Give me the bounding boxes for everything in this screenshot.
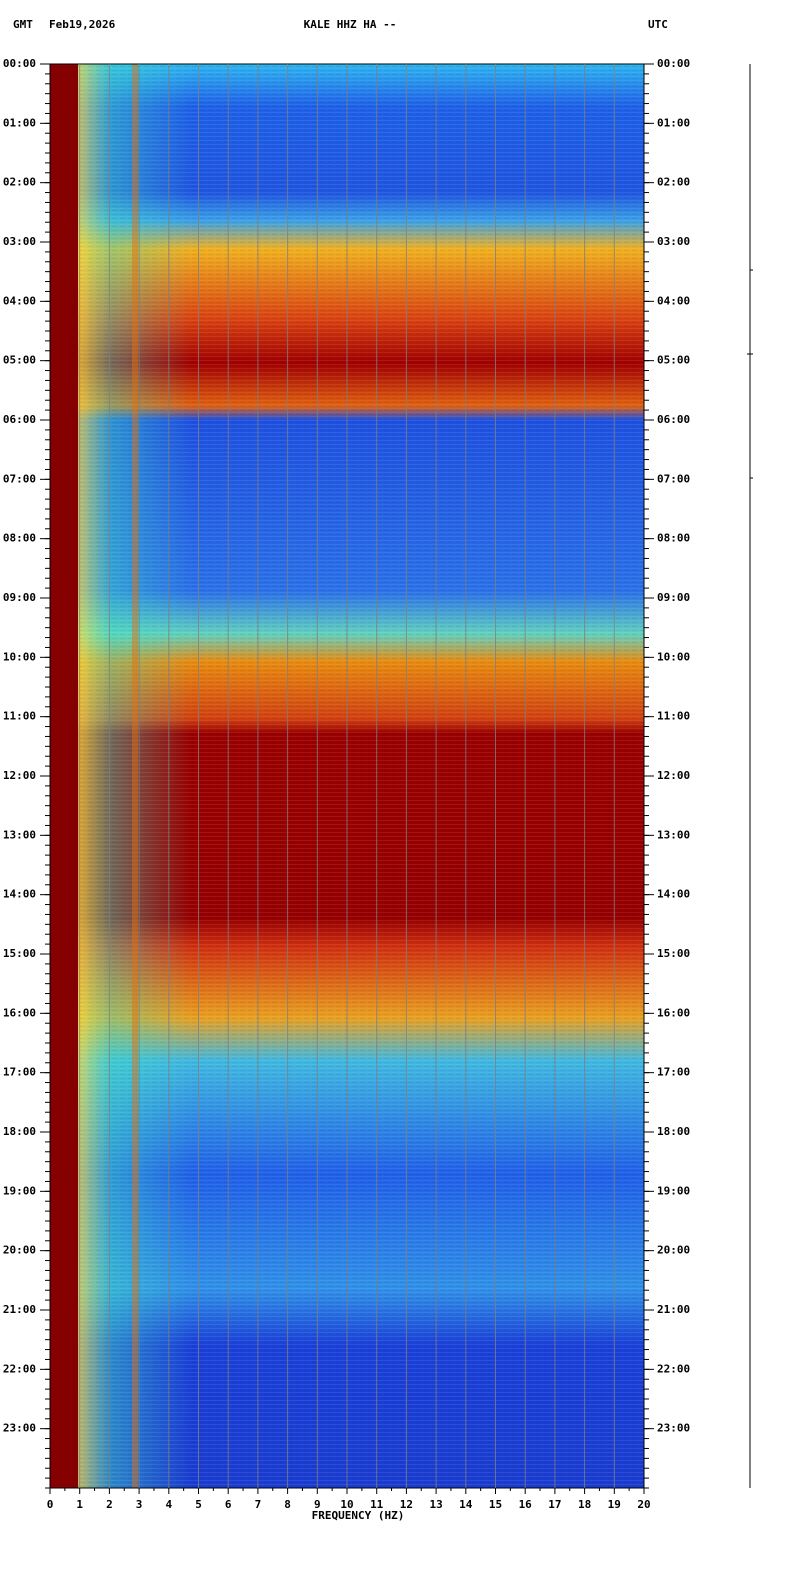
y-tick-label-right: 05:00	[657, 354, 690, 367]
y-tick-label: 16:00	[3, 1006, 36, 1019]
y-tick-label-right: 11:00	[657, 710, 690, 723]
y-tick-label: 06:00	[3, 413, 36, 426]
y-tick-label: 02:00	[3, 176, 36, 189]
y-tick-label-right: 20:00	[657, 1244, 690, 1257]
date: Feb19,2026	[49, 18, 116, 31]
y-tick-label: 10:00	[3, 650, 36, 663]
y-tick-label: 15:00	[3, 947, 36, 960]
y-tick-label: 11:00	[3, 710, 36, 723]
x-tick-label: 19	[608, 1498, 621, 1511]
y-tick-label-right: 22:00	[657, 1362, 690, 1375]
x-tick-label: 0	[47, 1498, 54, 1511]
y-tick-label: 03:00	[3, 235, 36, 248]
y-tick-label-right: 13:00	[657, 828, 690, 841]
y-tick-label-right: 14:00	[657, 888, 690, 901]
x-tick-label: 18	[578, 1498, 591, 1511]
x-tick-label: 10	[340, 1498, 353, 1511]
x-tick-label: 6	[225, 1498, 232, 1511]
timezone-left: GMT	[13, 18, 33, 31]
x-tick-label: 12	[400, 1498, 413, 1511]
x-tick-label: 3	[136, 1498, 143, 1511]
x-tick-label: 8	[284, 1498, 291, 1511]
y-tick-label: 04:00	[3, 294, 36, 307]
y-tick-label-right: 07:00	[657, 472, 690, 485]
y-tick-label: 09:00	[3, 591, 36, 604]
y-tick-label-right: 16:00	[657, 1006, 690, 1019]
x-tick-label: 20	[637, 1498, 650, 1511]
y-tick-label: 08:00	[3, 532, 36, 545]
y-tick-label-right: 04:00	[657, 294, 690, 307]
x-tick-label: 13	[429, 1498, 442, 1511]
x-tick-label: 1	[76, 1498, 83, 1511]
y-tick-label: 05:00	[3, 354, 36, 367]
y-tick-label: 13:00	[3, 828, 36, 841]
y-tick-label-right: 02:00	[657, 176, 690, 189]
y-tick-label: 23:00	[3, 1422, 36, 1435]
y-tick-label: 20:00	[3, 1244, 36, 1257]
y-tick-label: 12:00	[3, 769, 36, 782]
y-tick-label-right: 00:00	[657, 57, 690, 70]
y-tick-label-right: 10:00	[657, 650, 690, 663]
y-tick-label-right: 17:00	[657, 1066, 690, 1079]
y-tick-label: 01:00	[3, 116, 36, 129]
y-tick-label-right: 21:00	[657, 1303, 690, 1316]
y-tick-label-right: 03:00	[657, 235, 690, 248]
y-tick-label: 14:00	[3, 888, 36, 901]
x-tick-label: 17	[548, 1498, 561, 1511]
y-tick-label-right: 08:00	[657, 532, 690, 545]
x-tick-label: 9	[314, 1498, 321, 1511]
x-tick-label: 16	[519, 1498, 533, 1511]
y-tick-label-right: 18:00	[657, 1125, 690, 1138]
chart-title: KALE HHZ HA --	[304, 18, 397, 31]
x-tick-label: 11	[370, 1498, 384, 1511]
timezone-right: UTC	[648, 18, 668, 31]
y-tick-label-right: 01:00	[657, 116, 690, 129]
y-tick-label-right: 23:00	[657, 1422, 690, 1435]
y-tick-label-right: 19:00	[657, 1184, 690, 1197]
y-tick-label: 19:00	[3, 1184, 36, 1197]
x-tick-label: 15	[489, 1498, 502, 1511]
y-tick-label-right: 09:00	[657, 591, 690, 604]
y-tick-label: 07:00	[3, 472, 36, 485]
x-tick-label: 2	[106, 1498, 113, 1511]
y-tick-label-right: 12:00	[657, 769, 690, 782]
y-tick-label: 21:00	[3, 1303, 36, 1316]
spectral-line	[132, 64, 138, 1488]
x-tick-label: 7	[255, 1498, 262, 1511]
y-tick-label-right: 06:00	[657, 413, 690, 426]
x-tick-label: 4	[165, 1498, 172, 1511]
y-tick-label-right: 15:00	[657, 947, 690, 960]
y-tick-label: 18:00	[3, 1125, 36, 1138]
y-tick-label: 17:00	[3, 1066, 36, 1079]
y-tick-label: 22:00	[3, 1362, 36, 1375]
y-tick-label: 00:00	[3, 57, 36, 70]
dc-band	[50, 64, 78, 1488]
x-tick-label: 14	[459, 1498, 473, 1511]
x-axis-label: FREQUENCY (HZ)	[312, 1509, 405, 1522]
x-tick-label: 5	[195, 1498, 202, 1511]
